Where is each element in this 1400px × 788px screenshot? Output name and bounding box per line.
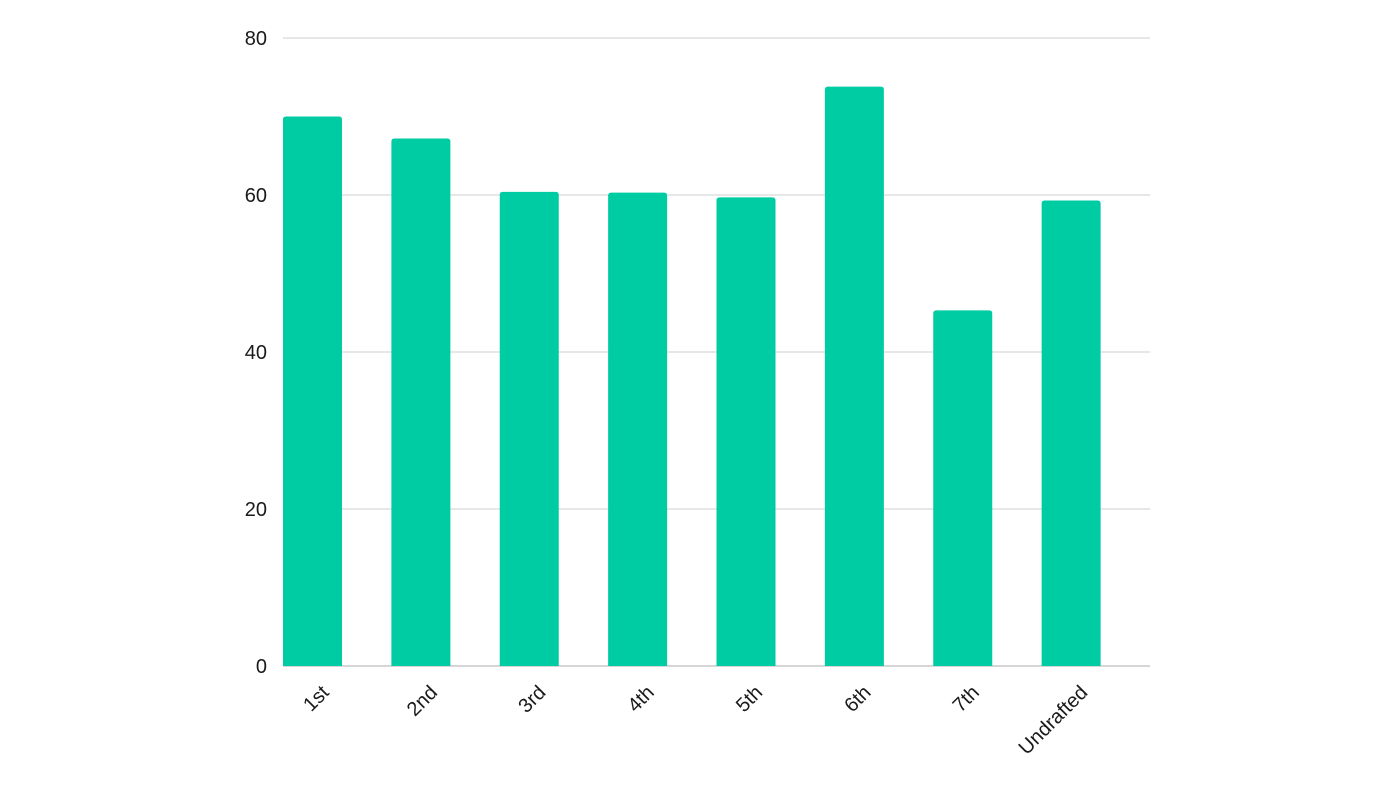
bar-1st xyxy=(283,116,342,666)
x-tick-label: 4th xyxy=(624,682,659,717)
bars-layer xyxy=(283,86,1101,667)
x-tick-label: 5th xyxy=(732,682,767,717)
y-tick-label: 60 xyxy=(245,185,267,207)
y-tick-label: 40 xyxy=(245,342,267,364)
bar-4th xyxy=(608,192,668,666)
x-axis-ticks: 1st 2nd 3rd 4th 5th 6th 7th Undrafted xyxy=(299,681,1092,759)
bar-undrafted xyxy=(1041,200,1101,666)
x-tick-label: Undrafted xyxy=(1015,682,1093,760)
x-tick-label: 6th xyxy=(840,682,875,717)
y-tick-label: 20 xyxy=(245,499,267,521)
x-tick-label: 3rd xyxy=(514,682,550,718)
bar-5th xyxy=(716,197,776,667)
x-tick-label: 7th xyxy=(949,682,984,717)
bar-3rd xyxy=(499,191,559,667)
y-tick-label: 80 xyxy=(245,28,267,50)
y-axis-ticks: 0 20 40 60 80 xyxy=(245,28,267,678)
bar-2nd xyxy=(391,138,451,667)
x-tick-label: 1st xyxy=(299,681,334,716)
bar-7th xyxy=(933,310,993,666)
y-tick-label: 0 xyxy=(256,656,267,678)
x-tick-label: 2nd xyxy=(403,682,442,721)
bar-6th xyxy=(824,86,884,667)
